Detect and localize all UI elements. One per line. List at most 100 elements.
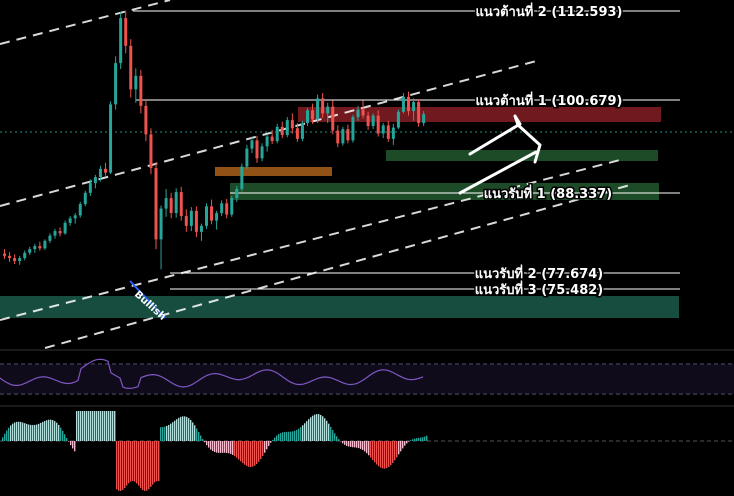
- candle: [28, 246, 32, 256]
- candle: [58, 227, 62, 237]
- macd-bar: [132, 441, 134, 482]
- macd-bar: [196, 428, 198, 441]
- macd-bar: [366, 441, 368, 454]
- macd-bar: [84, 411, 86, 441]
- macd-bar: [90, 411, 92, 441]
- macd-bar: [150, 441, 152, 487]
- candle: [129, 39, 133, 98]
- macd-bar: [346, 441, 348, 446]
- candle: [407, 91, 410, 116]
- candle: [270, 129, 274, 145]
- macd-bar: [232, 441, 234, 455]
- candle: [194, 206, 198, 238]
- candle: [316, 94, 320, 124]
- macd-bar: [190, 419, 192, 441]
- candle: [396, 109, 400, 130]
- candle: [114, 56, 118, 110]
- macd-bar: [394, 441, 396, 461]
- macd-bar: [412, 439, 414, 441]
- macd-bar: [210, 441, 212, 450]
- macd-bar: [138, 441, 140, 486]
- candle: [326, 102, 330, 124]
- macd-bar: [126, 441, 128, 486]
- candle: [154, 162, 158, 250]
- candle: [179, 186, 183, 221]
- macd-bar: [10, 425, 12, 441]
- macd-bar: [398, 441, 400, 455]
- macd-bar: [382, 441, 384, 469]
- macd-bar: [6, 430, 8, 441]
- rsi-pane: [0, 349, 734, 395]
- candle: [331, 100, 335, 135]
- macd-bar: [128, 441, 130, 484]
- macd-bar: [402, 441, 404, 449]
- candle: [422, 111, 426, 127]
- demand-zone: [0, 296, 679, 318]
- candle: [109, 101, 113, 175]
- macd-bar: [408, 441, 410, 442]
- candle: [13, 254, 17, 265]
- candle: [401, 93, 405, 114]
- macd-bar: [312, 415, 314, 441]
- macd-bar: [272, 439, 274, 441]
- candle: [210, 199, 214, 225]
- macd-bar: [418, 437, 420, 441]
- macd-bar: [106, 411, 108, 441]
- candle: [391, 123, 395, 145]
- macd-bar: [206, 441, 208, 446]
- macd-bar: [304, 423, 306, 441]
- candles-layer: [3, 10, 426, 270]
- macd-bar: [268, 441, 270, 446]
- macd-bar: [78, 411, 80, 441]
- macd-bar: [86, 411, 88, 441]
- candle: [119, 12, 123, 70]
- macd-bar: [192, 422, 194, 441]
- macd-bar: [130, 441, 132, 482]
- macd-bar: [174, 420, 176, 441]
- macd-bar: [236, 441, 238, 458]
- macd-bar: [294, 430, 296, 441]
- channel-line-top: [0, 0, 171, 45]
- macd-bar: [414, 438, 416, 441]
- macd-bar: [218, 441, 220, 453]
- candle: [412, 98, 416, 121]
- candle: [366, 111, 370, 130]
- candle: [290, 113, 294, 134]
- macd-bar: [96, 411, 98, 441]
- candle: [18, 255, 22, 265]
- candle: [215, 210, 219, 230]
- macd-bar: [182, 416, 184, 441]
- macd-bar: [406, 441, 408, 444]
- rsi-line: [0, 358, 424, 390]
- candle: [159, 205, 163, 270]
- macd-bar: [344, 441, 346, 445]
- macd-bar: [276, 435, 278, 441]
- macd-bar: [32, 425, 34, 441]
- macd-bar: [122, 441, 124, 490]
- macd-bar: [120, 441, 122, 491]
- macd-bar: [314, 414, 316, 441]
- macd-bar: [228, 441, 230, 454]
- macd-bar: [100, 411, 102, 441]
- candle: [23, 250, 27, 261]
- macd-bar: [350, 441, 352, 447]
- macd-bar: [424, 436, 426, 441]
- macd-bar: [66, 437, 68, 441]
- macd-bar: [212, 441, 214, 452]
- macd-bar: [114, 411, 116, 441]
- macd-bar: [56, 422, 58, 441]
- macd-bar: [20, 421, 22, 441]
- macd-bar: [28, 424, 30, 441]
- macd-bar: [422, 437, 424, 441]
- macd-bar: [380, 441, 382, 468]
- macd-bar: [60, 427, 62, 441]
- macd-bar: [332, 430, 334, 441]
- macd-bar: [188, 418, 190, 441]
- macd-bar: [74, 441, 76, 452]
- macd-bar: [30, 424, 32, 441]
- macd-bar: [176, 419, 178, 441]
- macd-bar: [116, 441, 118, 490]
- candle: [280, 121, 284, 139]
- macd-bar: [180, 416, 182, 441]
